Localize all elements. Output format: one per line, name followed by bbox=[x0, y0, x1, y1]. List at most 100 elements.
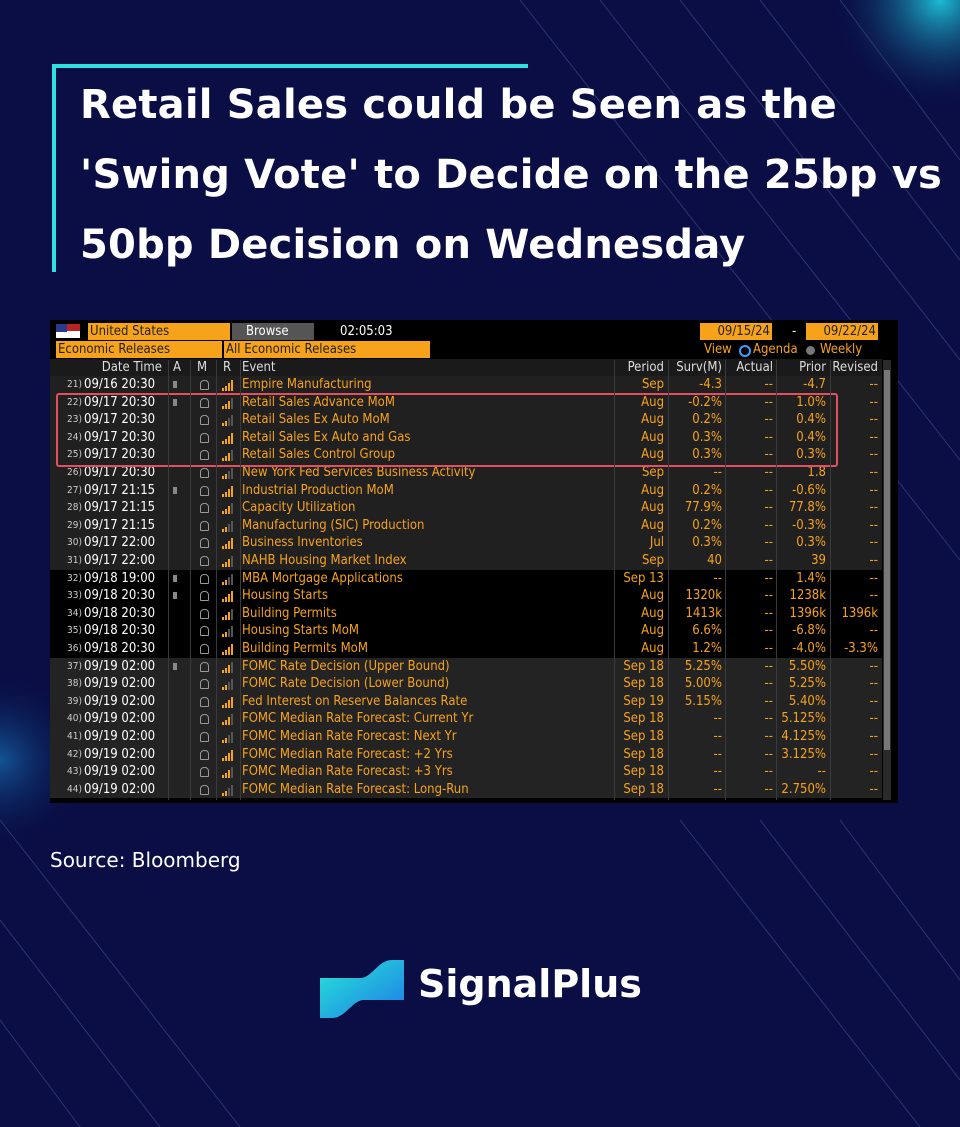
relevance-bar bbox=[228, 541, 230, 550]
prior: 2.750% bbox=[781, 781, 826, 797]
prior: 1.0% bbox=[796, 394, 826, 410]
relevance-bar bbox=[231, 732, 233, 743]
alert-icon bbox=[200, 397, 209, 408]
table-row: 25) 09/17 20:30 Retail Sales Control Group… bbox=[50, 446, 882, 464]
relevance-icon bbox=[222, 608, 234, 620]
relevance-icon bbox=[222, 432, 234, 444]
column-label: Revised bbox=[832, 360, 878, 375]
relevance-bar bbox=[228, 735, 230, 743]
row-number: 42) bbox=[67, 748, 82, 760]
event-name: MBA Mortgage Applications bbox=[242, 570, 403, 586]
survey: 1413k bbox=[685, 605, 722, 621]
radio-weekly[interactable] bbox=[806, 346, 815, 355]
alert-icon bbox=[200, 573, 209, 584]
date-to[interactable]: 09/22/24 bbox=[806, 323, 878, 340]
event-name: New York Fed Services Business Activity bbox=[242, 465, 476, 480]
relevance-bar bbox=[222, 775, 224, 779]
relevance-icon bbox=[222, 749, 234, 761]
filter-dropdown[interactable]: Economic Releases bbox=[56, 341, 222, 358]
event-name: Retail Sales Ex Auto MoM bbox=[242, 412, 390, 428]
actual: -- bbox=[764, 535, 773, 551]
revised: -- bbox=[869, 517, 878, 533]
relevance-bar bbox=[228, 664, 230, 673]
date-from[interactable]: 09/15/24 bbox=[700, 323, 772, 340]
actual: -- bbox=[764, 500, 773, 516]
prior: -- bbox=[817, 764, 826, 780]
relevance-icon bbox=[222, 714, 234, 726]
alert-icon bbox=[200, 450, 209, 461]
prior: -4.0% bbox=[792, 641, 826, 656]
prior: -6.8% bbox=[792, 623, 826, 639]
prior: 0.3% bbox=[796, 535, 826, 551]
relevance-bar bbox=[222, 704, 224, 708]
relevance-bar bbox=[231, 644, 233, 655]
relevance-bar bbox=[222, 476, 224, 479]
prior: 3.125% bbox=[781, 746, 826, 762]
prior: 39 bbox=[811, 553, 826, 568]
source-note: Source: Bloomberg bbox=[50, 848, 241, 872]
actual: -- bbox=[764, 693, 773, 709]
relevance-bar bbox=[222, 740, 224, 743]
alert-icon bbox=[200, 714, 209, 725]
survey: -- bbox=[713, 781, 722, 797]
event-name: Retail Sales Control Group bbox=[242, 447, 396, 463]
relevance-bar bbox=[222, 528, 224, 532]
actual: -- bbox=[764, 764, 773, 780]
table-row: 37) 09/19 02:00 FOMC Rate Decision (Upper … bbox=[50, 657, 882, 676]
prior: 0.4% bbox=[796, 429, 826, 445]
period: Aug bbox=[641, 394, 664, 410]
event-name: NAHB Housing Market Index bbox=[242, 553, 407, 568]
row-number: 44) bbox=[67, 783, 82, 795]
prior: 1396k bbox=[789, 605, 826, 621]
date-time: 09/17 20:30 bbox=[84, 429, 156, 445]
relevance-bar bbox=[228, 629, 230, 638]
date-time: 09/19 02:00 bbox=[84, 711, 156, 727]
relevance-bar bbox=[228, 717, 230, 726]
agenda-label[interactable]: Agenda bbox=[753, 342, 798, 357]
relevance-icon bbox=[222, 415, 234, 427]
table-row: 38) 09/19 02:00 FOMC Rate Decision (Lower … bbox=[50, 675, 882, 693]
date-time: 09/17 21:15 bbox=[84, 500, 156, 516]
date-time: 09/19 02:00 bbox=[84, 676, 156, 692]
relevance-bar bbox=[225, 562, 227, 567]
period: Aug bbox=[641, 412, 664, 428]
table-row: 27) 09/17 21:15 Industrial Production MoM A… bbox=[50, 481, 882, 500]
table-row: 22) 09/17 20:30 Retail Sales Advance MoM Au… bbox=[50, 393, 882, 412]
title-line: 50bp Decision on Wednesday bbox=[80, 222, 746, 268]
date-time: 09/17 21:15 bbox=[84, 517, 156, 533]
event-name: FOMC Median Rate Forecast: Long-Run bbox=[242, 781, 469, 797]
prior: 1.8 bbox=[807, 465, 826, 480]
relevance-icon bbox=[222, 732, 234, 743]
table-row: 23) 09/17 20:30 Retail Sales Ex Auto MoM Au… bbox=[50, 411, 882, 429]
date-time: 09/18 19:00 bbox=[84, 570, 156, 586]
event-name: Retail Sales Advance MoM bbox=[242, 394, 395, 410]
prior: 0.3% bbox=[796, 447, 826, 463]
relevance-bar bbox=[231, 784, 233, 796]
browse-button[interactable]: Browse bbox=[232, 323, 314, 340]
filter-dropdown[interactable]: All Economic Releases bbox=[224, 341, 430, 358]
survey: 0.3% bbox=[692, 447, 722, 463]
date-time: 09/19 02:00 bbox=[84, 781, 156, 797]
relevance-bar bbox=[228, 471, 230, 479]
relevance-bar bbox=[222, 722, 224, 726]
relevance-bar bbox=[225, 438, 227, 444]
relevance-bar bbox=[231, 415, 233, 427]
relevance-bar bbox=[231, 573, 233, 585]
relevance-bar bbox=[231, 450, 233, 462]
period: Aug bbox=[641, 588, 664, 604]
weekly-label[interactable]: Weekly bbox=[820, 342, 863, 357]
radio-agenda[interactable] bbox=[739, 345, 751, 357]
period: Aug bbox=[641, 429, 664, 445]
scrollbar[interactable] bbox=[883, 360, 891, 800]
prior: 1238k bbox=[789, 588, 826, 604]
relevance-bar bbox=[222, 423, 224, 427]
relevance-bar bbox=[222, 546, 224, 550]
row-number: 28) bbox=[67, 502, 82, 514]
table-row: 39) 09/19 02:00 Fed Interest on Reserve Ba… bbox=[50, 692, 882, 711]
period: Aug bbox=[641, 623, 664, 639]
bloomberg-screenshot: United States Browse 02:05:03 09/15/24 -… bbox=[50, 320, 898, 803]
period: Aug bbox=[641, 482, 664, 498]
revised: -- bbox=[869, 412, 878, 428]
relevance-bar bbox=[222, 616, 224, 620]
